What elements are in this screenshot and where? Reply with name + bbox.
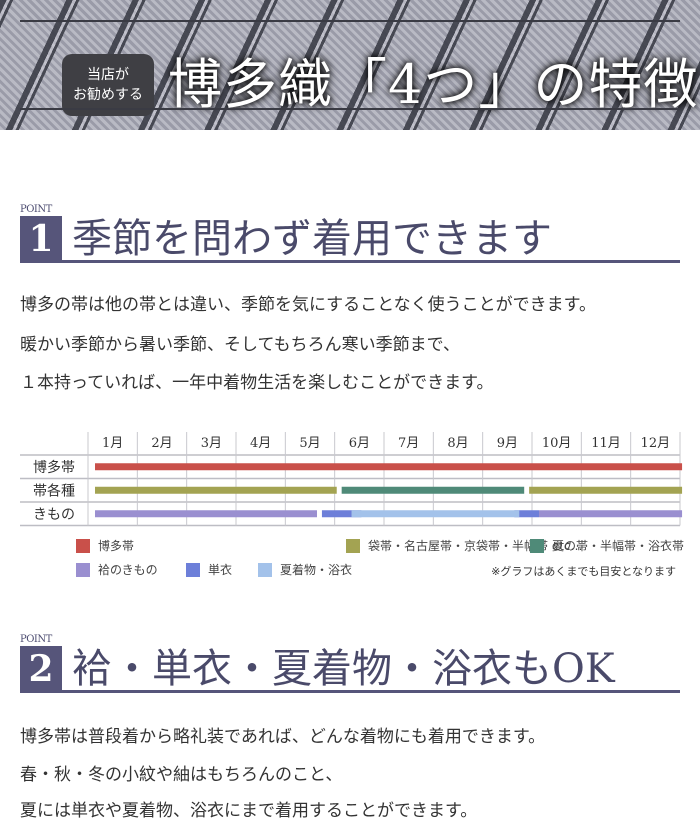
month-label: 5月 (299, 436, 320, 451)
heading-underline (20, 690, 680, 693)
month-label: 4月 (250, 436, 271, 451)
banner-divider (20, 20, 680, 22)
point-2-header: POINT 2 袷・単衣・夏着物・浴衣もOK (20, 634, 680, 694)
badge-line: 当店が (87, 67, 129, 83)
point-2-text: 夏には単衣や夏着物、浴衣にまで着用することができます。 (20, 801, 478, 821)
point-1-text: 暖かい季節から暑い季節、そしてもちろん寒い季節まで、 (20, 335, 460, 355)
chart-bar (95, 463, 683, 471)
hero-banner: 当店が お勧めする 博多織「4つ」の特徴 (0, 0, 700, 130)
point-1-text: １本持っていれば、一年中着物生活を楽しむことができます。 (20, 373, 494, 393)
legend-label: 袷のきもの (98, 563, 158, 577)
legend-swatch (346, 538, 360, 553)
month-label: 6月 (349, 436, 370, 451)
month-label: 7月 (398, 436, 419, 451)
point-1-text: 博多の帯は他の帯とは違い、季節を気にすることなく使うことができます。 (20, 295, 596, 315)
legend-swatch (76, 562, 90, 577)
month-label: 12月 (641, 436, 671, 451)
recommend-badge: 当店が お勧めする (62, 54, 154, 116)
chart-bar (539, 510, 683, 518)
legend-swatch (76, 538, 90, 553)
point-number: 1 (20, 216, 62, 260)
legend-item: 袷のきもの (76, 561, 158, 578)
row-label: 帯各種 (33, 483, 75, 499)
legend-item: 袋帯・名古屋帯・京袋帯・半幅帯 etc… (346, 537, 583, 554)
point-heading: 季節を問わず着用できます (72, 216, 552, 262)
point-label: POINT (20, 204, 52, 215)
legend-swatch (530, 538, 544, 553)
legend-label: 夏の帯・半幅帯・浴衣帯 (552, 539, 685, 553)
row-label: きもの (33, 507, 75, 523)
point-2-text: 博多帯は普段着から略礼装であれば、どんな着物にも着用できます。 (20, 727, 546, 747)
month-label: 1月 (102, 436, 123, 451)
legend-item: 夏の帯・半幅帯・浴衣帯 (530, 537, 684, 554)
month-label: 11月 (591, 436, 621, 451)
month-label: 2月 (151, 436, 172, 451)
legend-item: 博多帯 (76, 537, 134, 554)
heading-underline (20, 260, 680, 263)
month-label: 8月 (447, 436, 468, 451)
chart-note: ※グラフはあくまでも目安となります (491, 565, 676, 578)
month-label: 3月 (201, 436, 222, 451)
banner-divider-lower-in-banner (20, 108, 680, 110)
chart-bar (95, 510, 317, 518)
point-2-text: 春・秋・冬の小紋や紬はもちろんのこと、 (20, 765, 343, 785)
legend-swatch (186, 562, 200, 577)
badge-line: お勧めする (73, 87, 143, 103)
legend-swatch (258, 562, 272, 577)
month-label: 9月 (497, 436, 518, 451)
chart-bar (321, 510, 362, 518)
chart-bar (529, 486, 683, 494)
chart-bar (95, 486, 337, 494)
point-1-header: POINT 1 季節を問わず着用できます (20, 204, 680, 264)
month-label: 10月 (542, 436, 572, 451)
legend-label: 夏着物・浴衣 (280, 563, 353, 577)
legend-item: 夏着物・浴衣 (258, 561, 352, 578)
point-number: 2 (20, 646, 62, 690)
legend-label: 袋帯・名古屋帯・京袋帯・半幅帯 etc… (368, 539, 583, 553)
legend-item: 単衣 (186, 561, 232, 578)
chart-bar (514, 510, 539, 518)
point-label: POINT (20, 634, 52, 645)
chart-bar (341, 486, 525, 494)
legend-label: 単衣 (208, 563, 233, 577)
legend-label: 博多帯 (98, 539, 135, 553)
row-label: 博多帯 (33, 459, 75, 476)
chart-bar (351, 510, 520, 518)
banner-title: 博多織「4つ」の特徴 (168, 53, 699, 116)
point-heading: 袷・単衣・夏着物・浴衣もOK (72, 646, 615, 692)
